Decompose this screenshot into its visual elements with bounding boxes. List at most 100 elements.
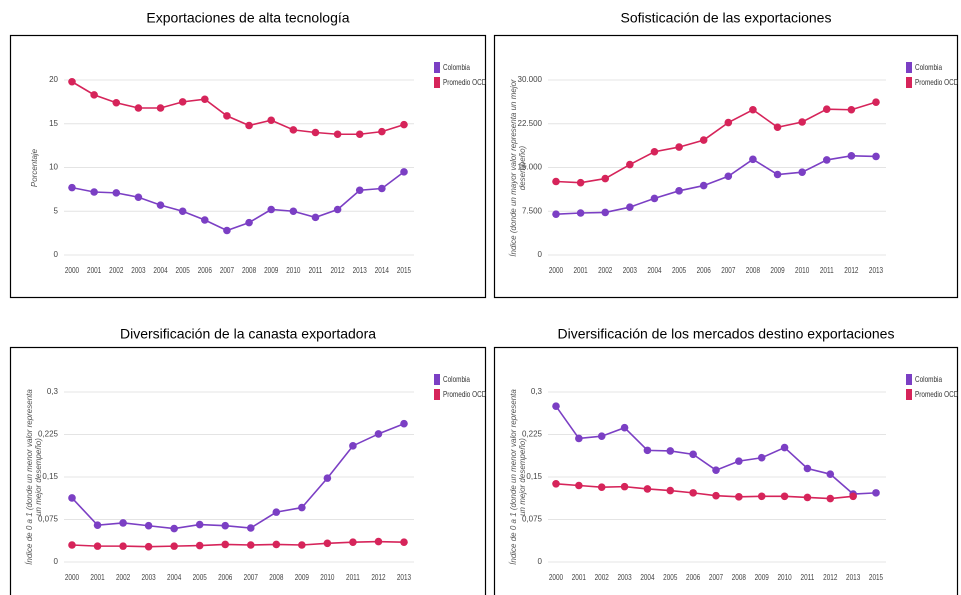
data-point [400,120,408,129]
data-point [374,537,383,546]
x-tick-label: 2009 [295,572,309,582]
data-point [112,189,121,197]
data-point [597,432,606,441]
data-point [400,168,408,176]
data-point [552,402,560,410]
x-tick-label: 2002 [109,265,123,275]
data-point [178,207,187,216]
y-tick-label: 20 [49,75,58,84]
legend-label: Colombia [915,62,943,72]
data-point [675,187,683,195]
x-tick-label: 2012 [330,265,344,275]
legend-swatch [434,389,440,400]
data-point [170,524,178,533]
legend-label: Colombia [915,374,943,384]
data-point [626,160,634,169]
data-point [773,170,782,179]
data-point [699,181,708,190]
data-point [643,446,652,455]
x-tick-label: 2000 [65,265,79,275]
x-tick-label: 2010 [795,265,809,275]
data-point [245,121,253,130]
legend-label: Promedio OCDE [915,77,961,87]
data-point [246,524,255,532]
data-point [112,98,121,107]
plot: 0 7.500 15.000 22.500 30.000 2000 2001 2002 2003… [518,62,961,275]
data-point [780,443,789,452]
data-point [620,423,629,432]
x-tick-label: 2014 [375,265,389,275]
series-line [555,483,854,500]
data-point [90,91,98,99]
data-point [170,542,178,550]
x-tick-label: 2001 [574,265,588,275]
y-tick-label: 15.000 [518,163,543,172]
x-tick-label: 2011 [346,572,360,582]
data-point [773,123,782,132]
data-point [601,174,610,183]
y-tick-label: 0 [538,250,543,259]
data-point [201,216,209,224]
y-tick-label: 0 [54,250,59,259]
x-tick-label: 2013 [397,572,411,582]
y-tick-label: 0 [54,557,59,566]
x-tick-label: 2012 [823,572,837,582]
data-point [119,542,127,550]
y-tick-label: 15 [49,119,58,128]
x-tick-label: 2007 [721,265,735,275]
legend-label: Colombia [443,374,471,384]
data-point [712,466,720,475]
x-tick-label: 2012 [844,265,858,275]
data-point [119,519,127,527]
data-point [822,105,831,113]
x-tick-label: 2012 [371,572,385,582]
data-point [400,538,408,546]
data-point [826,494,835,503]
plot: 0 5 10 15 20 2000 2001 2002 2003 2004 2005 2006 2007… [49,62,486,275]
legend-swatch [434,374,440,385]
x-tick-label: 2011 [309,265,323,275]
data-point [355,186,364,195]
chart-title: Sofisticación de las exportaciones [621,10,832,26]
data-point [803,493,812,502]
y-tick-label: 22.500 [518,119,543,128]
x-tick-label: 2004 [647,265,661,275]
data-point [267,205,276,214]
data-point [675,143,683,151]
data-point [68,541,76,549]
x-tick-label: 2003 [617,572,631,582]
data-point [223,112,231,120]
data-point [68,183,76,192]
data-point [735,457,743,465]
x-tick-label: 2001 [90,572,104,582]
chart-title: Diversificación de la canasta exportador… [120,326,376,342]
data-point [246,541,255,549]
data-point [847,152,856,160]
data-point [724,118,733,127]
x-tick-label: 2007 [244,572,258,582]
x-tick-label: 2006 [697,265,711,275]
x-tick-label: 2008 [242,265,256,275]
x-tick-label: 2005 [176,265,190,275]
x-tick-label: 2002 [595,572,609,582]
data-point [272,540,281,549]
legend-label: Colombia [443,62,471,72]
data-point [221,540,230,549]
data-point [849,492,857,501]
y-tick-label: 30.000 [518,75,543,84]
data-point [223,226,231,235]
x-tick-label: 2003 [131,265,145,275]
x-tick-label: 2002 [598,265,612,275]
data-point [68,77,76,86]
data-point [780,492,789,501]
data-point [757,492,766,501]
x-tick-label: 2007 [220,265,234,275]
data-point [847,105,856,114]
data-point [872,489,880,497]
x-tick-label: 2006 [686,572,700,582]
data-point [575,481,583,490]
data-point [374,430,383,438]
data-point [749,155,757,164]
